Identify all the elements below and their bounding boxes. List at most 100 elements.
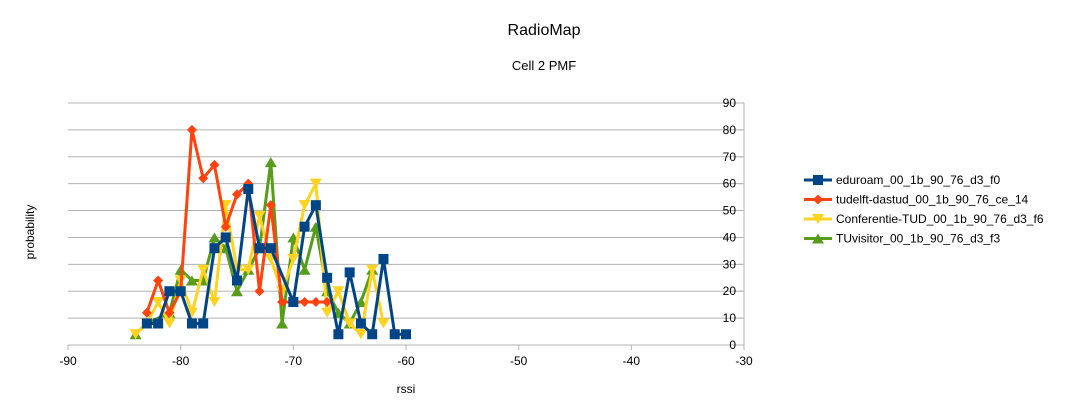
data-point bbox=[141, 307, 152, 318]
data-point bbox=[276, 318, 289, 329]
data-point bbox=[298, 200, 311, 211]
data-point bbox=[198, 173, 209, 184]
legend-item: eduroam_00_1b_90_76_d3_f0 bbox=[804, 173, 1000, 187]
y-tick-label: 60 bbox=[723, 177, 737, 191]
data-point bbox=[253, 210, 266, 221]
data-point bbox=[153, 275, 164, 286]
data-point bbox=[153, 318, 164, 329]
data-point bbox=[220, 221, 231, 232]
data-point bbox=[264, 157, 277, 168]
series-2 bbox=[141, 124, 333, 318]
y-tick-label: 20 bbox=[723, 284, 737, 298]
legend-label: TUvisitor_00_1b_90_76_d3_f3 bbox=[836, 232, 1000, 246]
data-point bbox=[344, 267, 355, 278]
x-tick-label: -30 bbox=[735, 354, 753, 368]
data-point bbox=[354, 329, 367, 340]
data-point bbox=[242, 264, 255, 275]
legend-label: eduroam_00_1b_90_76_d3_f0 bbox=[836, 173, 1000, 187]
legend-marker bbox=[813, 175, 823, 185]
data-point bbox=[321, 307, 334, 318]
y-tick-label: 0 bbox=[729, 338, 736, 352]
data-point bbox=[209, 159, 220, 170]
series-layer bbox=[129, 124, 411, 340]
x-axis-label: rssi bbox=[397, 382, 416, 396]
data-point bbox=[332, 286, 345, 297]
data-point bbox=[185, 275, 198, 286]
series-1 bbox=[141, 184, 411, 340]
chart-title: RadioMap bbox=[508, 22, 581, 39]
data-point bbox=[277, 296, 288, 307]
data-point bbox=[343, 318, 356, 329]
legend-item: TUvisitor_00_1b_90_76_d3_f3 bbox=[804, 232, 1000, 246]
y-tick-label: 30 bbox=[723, 257, 737, 271]
data-point bbox=[401, 329, 411, 340]
legend: eduroam_00_1b_90_76_d3_f0 tudelft-dastud_… bbox=[804, 173, 1044, 246]
data-point bbox=[186, 318, 197, 329]
legend-marker bbox=[812, 233, 824, 244]
legend-marker bbox=[812, 214, 824, 224]
data-point bbox=[288, 296, 299, 307]
y-tick-label: 50 bbox=[723, 204, 737, 218]
data-point bbox=[355, 318, 366, 329]
data-point bbox=[243, 184, 254, 195]
data-point bbox=[378, 253, 389, 264]
y-axis-label: probability bbox=[23, 205, 37, 260]
data-point bbox=[377, 318, 390, 329]
data-point bbox=[185, 307, 198, 318]
data-point bbox=[220, 232, 231, 243]
data-point bbox=[287, 253, 300, 264]
y-tick-label: 10 bbox=[723, 311, 737, 325]
data-point bbox=[309, 178, 322, 189]
data-point bbox=[298, 264, 311, 275]
legend-item: Conferentie-TUD_00_1b_90_76_d3_f6 bbox=[804, 212, 1044, 226]
data-point bbox=[265, 200, 276, 211]
data-point bbox=[141, 318, 152, 329]
x-axis-ticks: -90 -80 -70 -60 -50 -40 -30 bbox=[59, 345, 753, 368]
data-point bbox=[163, 318, 176, 329]
data-point bbox=[164, 307, 175, 318]
x-tick-label: -40 bbox=[623, 354, 641, 368]
data-point bbox=[231, 286, 243, 297]
legend-item: tudelft-dastud_00_1b_90_76_ce_14 bbox=[804, 193, 1028, 207]
legend-marker bbox=[813, 194, 823, 205]
data-point bbox=[232, 275, 242, 286]
data-point bbox=[366, 264, 379, 275]
data-point bbox=[333, 329, 344, 340]
data-point bbox=[299, 221, 310, 232]
data-point bbox=[389, 329, 400, 340]
chart-subtitle: Cell 2 PMF bbox=[512, 58, 576, 73]
data-point bbox=[310, 200, 321, 211]
x-tick-label: -90 bbox=[59, 354, 77, 368]
y-tick-label: 40 bbox=[723, 230, 737, 244]
x-tick-label: -60 bbox=[397, 354, 415, 368]
x-tick-label: -50 bbox=[510, 354, 528, 368]
data-point bbox=[265, 243, 276, 254]
data-point bbox=[254, 286, 265, 297]
data-point bbox=[152, 296, 165, 307]
x-tick-label: -70 bbox=[285, 354, 303, 368]
y-tick-label: 70 bbox=[723, 150, 737, 164]
data-point bbox=[164, 286, 175, 297]
data-point bbox=[209, 243, 220, 254]
data-point bbox=[322, 272, 333, 283]
data-point bbox=[322, 296, 333, 307]
y-axis-ticks: 0 10 20 30 40 50 60 70 80 90 bbox=[723, 96, 744, 352]
data-point bbox=[186, 124, 197, 135]
y-tick-label: 80 bbox=[723, 123, 737, 137]
data-point bbox=[129, 329, 142, 340]
data-point bbox=[254, 243, 265, 254]
data-point bbox=[232, 189, 242, 200]
y-tick-label: 90 bbox=[723, 96, 737, 110]
legend-label: Conferentie-TUD_00_1b_90_76_d3_f6 bbox=[836, 212, 1044, 226]
data-point bbox=[310, 296, 321, 307]
data-point bbox=[299, 296, 310, 307]
data-point bbox=[175, 286, 186, 297]
x-tick-label: -80 bbox=[172, 354, 190, 368]
legend-label: tudelft-dastud_00_1b_90_76_ce_14 bbox=[836, 193, 1028, 207]
data-point bbox=[197, 264, 210, 275]
data-point bbox=[208, 232, 221, 243]
data-point bbox=[208, 296, 221, 307]
data-point bbox=[367, 329, 378, 340]
data-point bbox=[198, 318, 209, 329]
